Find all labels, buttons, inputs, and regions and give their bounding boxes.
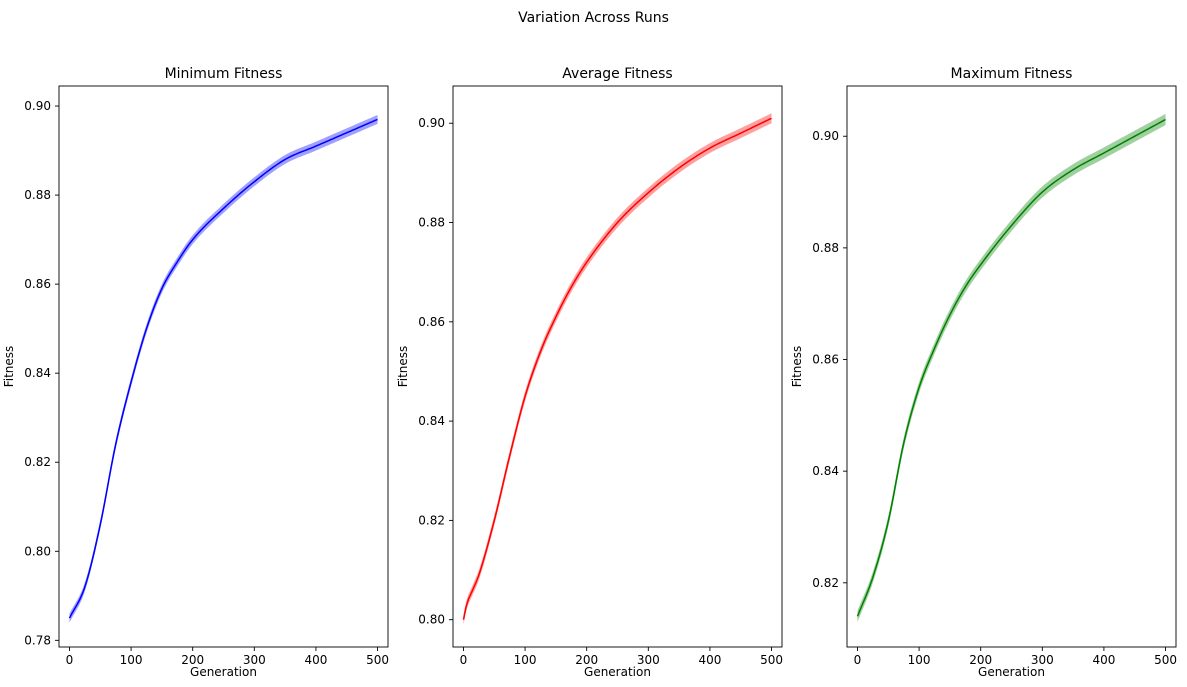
- series-line: [856, 118, 1166, 617]
- x-tick-label: 400: [1092, 653, 1115, 667]
- x-tick-label: 0: [66, 653, 74, 667]
- y-tick-label: 0.80: [24, 544, 51, 558]
- y-axis-label: Fitness: [396, 346, 410, 388]
- x-tick-label: 500: [366, 653, 389, 667]
- plot-frame: [58, 85, 389, 648]
- x-tick-label: 100: [908, 653, 931, 667]
- confidence-band: [857, 113, 1166, 622]
- subplot-2: 0 100 200 300 400 500 0.80 0.82 0.84 0.86 0.88 0.90…: [396, 66, 783, 679]
- x-tick-label: 500: [760, 653, 783, 667]
- y-axis-label: Fitness: [2, 346, 16, 388]
- y-tick-label: 0.84: [418, 414, 445, 428]
- subplot-title: Minimum Fitness: [165, 66, 283, 82]
- y-axis-label: Fitness: [790, 346, 804, 388]
- y-tick-label: 0.90: [812, 129, 839, 143]
- y-tick-label: 0.86: [24, 277, 51, 291]
- y-tick-label: 0.88: [418, 216, 445, 230]
- y-tick-label: 0.86: [812, 353, 839, 367]
- subplot-3: 0 100 200 300 400 500 0.82 0.84 0.86 0.88 0.90 Maxi…: [790, 66, 1177, 679]
- x-tick-label: 200: [969, 653, 992, 667]
- series-line: [462, 117, 772, 620]
- plot-frame: [452, 85, 783, 648]
- confidence-band: [463, 113, 772, 625]
- x-tick-label: 500: [1154, 653, 1177, 667]
- subplot-1: 0 100 200 300 400 500 0.78 0.80 0.82 0.84 0.86 0.88…: [2, 66, 389, 679]
- y-tick-label: 0.82: [418, 513, 445, 527]
- y-tick-label: 0.78: [24, 633, 51, 647]
- series-line: [68, 118, 378, 619]
- x-tick-label: 300: [1031, 653, 1054, 667]
- x-tick-label: 100: [120, 653, 143, 667]
- x-tick-label: 0: [460, 653, 468, 667]
- x-tick-label: 0: [854, 653, 862, 667]
- x-tick-label: 300: [243, 653, 266, 667]
- x-tick-label: 200: [575, 653, 598, 667]
- subplot-title: Average Fitness: [562, 66, 672, 82]
- y-tick-label: 0.88: [812, 241, 839, 255]
- x-tick-label: 100: [514, 653, 537, 667]
- y-tick-label: 0.84: [24, 366, 51, 380]
- y-tick-label: 0.90: [24, 99, 51, 113]
- x-tick-label: 200: [181, 653, 204, 667]
- y-tick-label: 0.82: [24, 455, 51, 469]
- y-tick-label: 0.84: [812, 464, 839, 478]
- y-tick-label: 0.90: [418, 116, 445, 130]
- x-tick-label: 400: [698, 653, 721, 667]
- y-tick-label: 0.80: [418, 613, 445, 627]
- subplot-title: Maximum Fitness: [951, 66, 1073, 82]
- x-axis-label: Generation: [978, 665, 1045, 679]
- figure-title: Variation Across Runs: [518, 10, 669, 26]
- x-tick-label: 400: [304, 653, 327, 667]
- x-axis-label: Generation: [190, 665, 257, 679]
- y-tick-label: 0.86: [418, 315, 445, 329]
- y-tick-label: 0.82: [812, 576, 839, 590]
- plot-frame: [846, 85, 1177, 648]
- x-tick-label: 300: [637, 653, 660, 667]
- confidence-band: [69, 114, 378, 623]
- y-tick-label: 0.88: [24, 188, 51, 202]
- x-axis-label: Generation: [584, 665, 651, 679]
